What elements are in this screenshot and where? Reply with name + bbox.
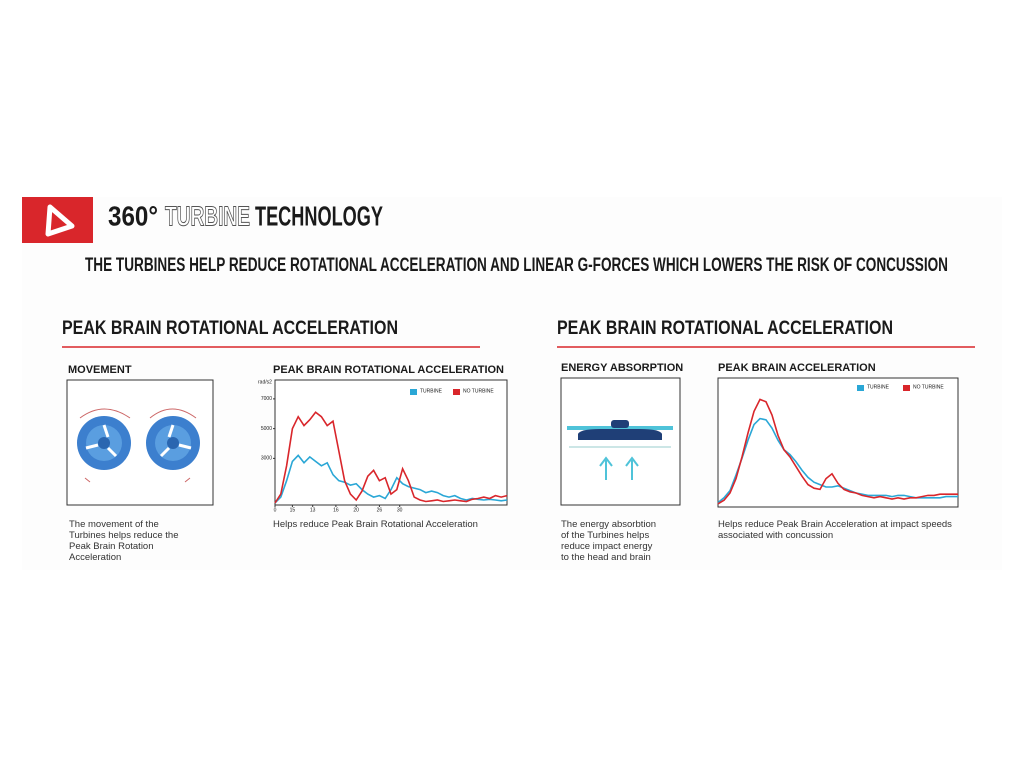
chart-frame [274,379,508,506]
legend-swatch [857,385,864,391]
x-tick-label: 30 [397,507,403,513]
section-heading: PEAK BRAIN ROTATIONAL ACCELERATION [62,318,398,339]
title-part: 360° [108,200,158,231]
caption: Helps reduce Peak Brain Rotational Accel… [273,519,478,530]
x-tick-label: 26 [377,507,383,513]
legend-label: NO TURBINE [463,388,494,394]
section-heading: PEAK BRAIN ROTATIONAL ACCELERATION [557,318,893,339]
x-tick-label: 0 [274,507,277,513]
panel-label: ENERGY ABSORPTION [561,362,683,374]
y-tick-label: 5000 [261,426,272,432]
title-part: TECHNOLOGY [255,200,383,231]
legend-swatch [410,389,417,395]
caption: Helps reduce Peak Brain Acceleration at … [718,519,952,541]
x-tick-label: 16 [333,507,339,513]
chart-title: PEAK BRAIN ACCELERATION [718,362,876,374]
series-line [717,398,958,505]
pad-illustration [567,420,673,480]
series-line [274,454,508,504]
turbine-illustration [77,408,200,483]
legend-label: TURBINE [867,384,890,390]
panel-label: MOVEMENT [68,364,132,376]
illustration-box [560,377,681,506]
y-tick-label: 7000 [261,396,272,402]
logo-mark [45,204,75,237]
caption: The energy absorbtion of the Turbines he… [561,519,657,563]
x-tick-label: 15 [290,507,296,513]
x-tick-label: 13 [310,507,316,513]
y-axis-label: rad/s2 [258,379,272,385]
title-part-outline: TURBINE [165,200,250,231]
legend-swatch [453,389,460,395]
chart-title: PEAK BRAIN ROTATIONAL ACCELERATION [273,364,504,376]
logo [22,197,93,243]
series-line [274,411,508,504]
caption: The movement of the Turbines helps reduc… [69,519,179,563]
legend-label: NO TURBINE [913,384,944,390]
y-tick-label: 3000 [261,456,272,462]
x-tick-label: 20 [353,507,359,513]
legend-swatch [903,385,910,391]
legend-label: TURBINE [420,388,443,394]
chart-frame [717,377,959,508]
subtitle: THE TURBINES HELP REDUCE ROTATIONAL ACCE… [85,255,948,276]
